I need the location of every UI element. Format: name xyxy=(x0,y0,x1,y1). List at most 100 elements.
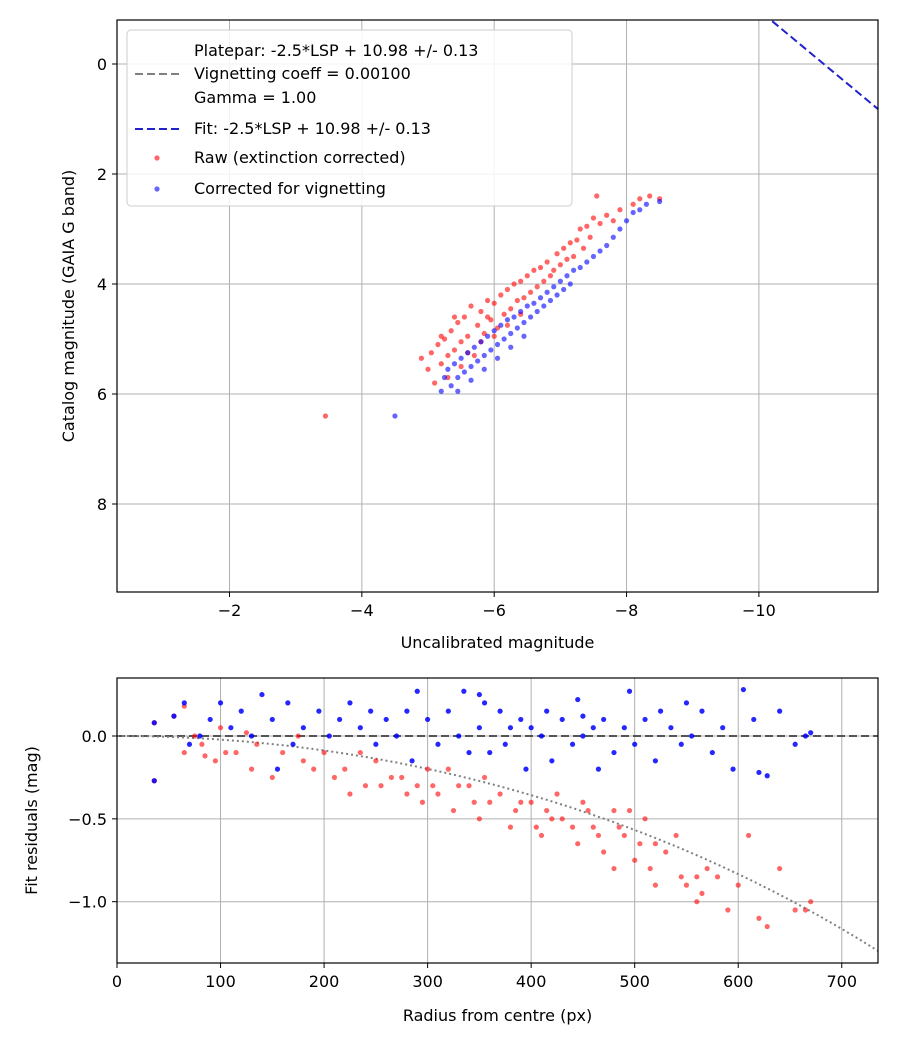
corrected-residual-point xyxy=(316,708,322,714)
raw-point xyxy=(491,300,497,306)
corrected-residual-point xyxy=(393,733,400,739)
corrected-point xyxy=(448,383,454,389)
corrected-point xyxy=(544,289,550,295)
raw-residual-point xyxy=(435,791,441,797)
raw-point xyxy=(418,355,424,361)
corrected-residual-point xyxy=(347,700,353,706)
corrected-point xyxy=(455,388,461,394)
corrected-residual-point xyxy=(632,741,638,747)
legend: Platepar: -2.5*LSP + 10.98 +/- 0.13 Vigne… xyxy=(126,29,573,207)
raw-point xyxy=(537,264,544,271)
raw-residual-point xyxy=(199,741,205,747)
corrected-point xyxy=(475,358,481,364)
corrected-point xyxy=(468,377,474,383)
raw-residual-point xyxy=(269,774,275,781)
raw-residual-point xyxy=(808,899,814,905)
corrected-point xyxy=(571,267,577,273)
raw-residual-point xyxy=(404,791,410,797)
corrected-residual-point xyxy=(497,708,503,714)
corrected-residual-point xyxy=(217,700,224,706)
raw-point xyxy=(577,226,583,232)
raw-residual-point xyxy=(362,783,369,789)
raw-point xyxy=(551,267,557,273)
raw-residual-point xyxy=(616,824,622,830)
corrected-point xyxy=(514,325,520,331)
bottom-x-tick-label: 400 xyxy=(516,972,547,991)
raw-point xyxy=(610,218,616,224)
raw-residual-point xyxy=(601,849,607,855)
raw-point xyxy=(501,311,507,317)
corrected-point xyxy=(461,369,468,375)
raw-residual-point xyxy=(792,907,798,913)
raw-residual-point xyxy=(507,824,514,830)
corrected-point xyxy=(551,284,557,290)
corrected-point xyxy=(494,341,501,348)
corrected-residual-point xyxy=(409,758,415,764)
raw-point xyxy=(617,207,623,213)
corrected-point xyxy=(392,413,398,419)
raw-residual-point xyxy=(611,865,617,872)
raw-point xyxy=(531,267,537,273)
bottom-y-tick-label: 0.0 xyxy=(82,727,107,746)
raw-residual-point xyxy=(673,832,679,839)
corrected-residual-point xyxy=(549,758,555,764)
corrected-point xyxy=(534,308,540,315)
corrected-point xyxy=(637,207,643,213)
corrected-point xyxy=(541,303,547,309)
corrected-residual-point xyxy=(575,696,581,703)
raw-residual-point xyxy=(611,807,617,814)
corrected-residual-point xyxy=(290,741,296,747)
corrected-residual-point xyxy=(802,733,809,739)
corrected-point xyxy=(468,363,474,370)
raw-point xyxy=(521,295,527,301)
corrected-residual-point xyxy=(595,766,602,772)
corrected-point xyxy=(508,344,514,350)
corrected-residual-point xyxy=(580,713,586,719)
corrected-residual-point xyxy=(764,773,770,779)
corrected-point xyxy=(471,344,477,350)
corrected-residual-point xyxy=(507,725,514,731)
raw-point xyxy=(567,240,573,246)
legend-box xyxy=(126,29,573,207)
corrected-point xyxy=(531,300,537,306)
raw-point xyxy=(491,333,497,339)
raw-residual-point xyxy=(569,824,576,830)
top-x-tick-label: −8 xyxy=(615,601,639,620)
corrected-point xyxy=(465,350,471,356)
raw-residual-point xyxy=(466,783,472,789)
raw-residual-point xyxy=(181,749,187,756)
raw-point xyxy=(544,259,550,265)
legend-label: Gamma = 1.00 xyxy=(194,88,316,107)
top-x-tick-label: −10 xyxy=(742,601,776,620)
raw-point xyxy=(574,237,580,243)
raw-point xyxy=(428,350,434,356)
corrected-residual-point xyxy=(559,716,565,723)
raw-residual-point xyxy=(243,730,250,736)
raw-point xyxy=(484,314,491,320)
corrected-residual-point xyxy=(368,708,374,714)
corrected-point xyxy=(518,308,524,315)
corrected-point xyxy=(604,242,610,249)
corrected-point xyxy=(567,281,573,287)
corrected-residual-point xyxy=(186,741,193,747)
corrected-residual-point xyxy=(626,688,633,694)
corrected-residual-point xyxy=(481,700,488,706)
corrected-point xyxy=(557,278,563,284)
raw-point xyxy=(468,303,474,309)
raw-point xyxy=(604,212,610,218)
raw-residual-point xyxy=(678,874,684,880)
corrected-residual-point xyxy=(151,778,157,784)
corrected-residual-point xyxy=(683,700,690,706)
raw-point xyxy=(647,193,653,199)
raw-residual-point xyxy=(378,783,384,789)
corrected-residual-point xyxy=(730,766,736,772)
corrected-residual-point xyxy=(228,725,234,731)
corrected-point xyxy=(478,339,484,345)
top-panel: −2 −4 −6 −8 −10 0 2 4 6 8 Uncalibrated magnitude Ca… xyxy=(59,19,879,652)
raw-residual-point xyxy=(533,824,539,830)
corrected-point xyxy=(623,218,630,224)
top-x-tick-label: −2 xyxy=(218,601,242,620)
corrected-point xyxy=(521,333,527,339)
corrected-point xyxy=(537,295,544,301)
raw-residual-point xyxy=(647,865,653,872)
